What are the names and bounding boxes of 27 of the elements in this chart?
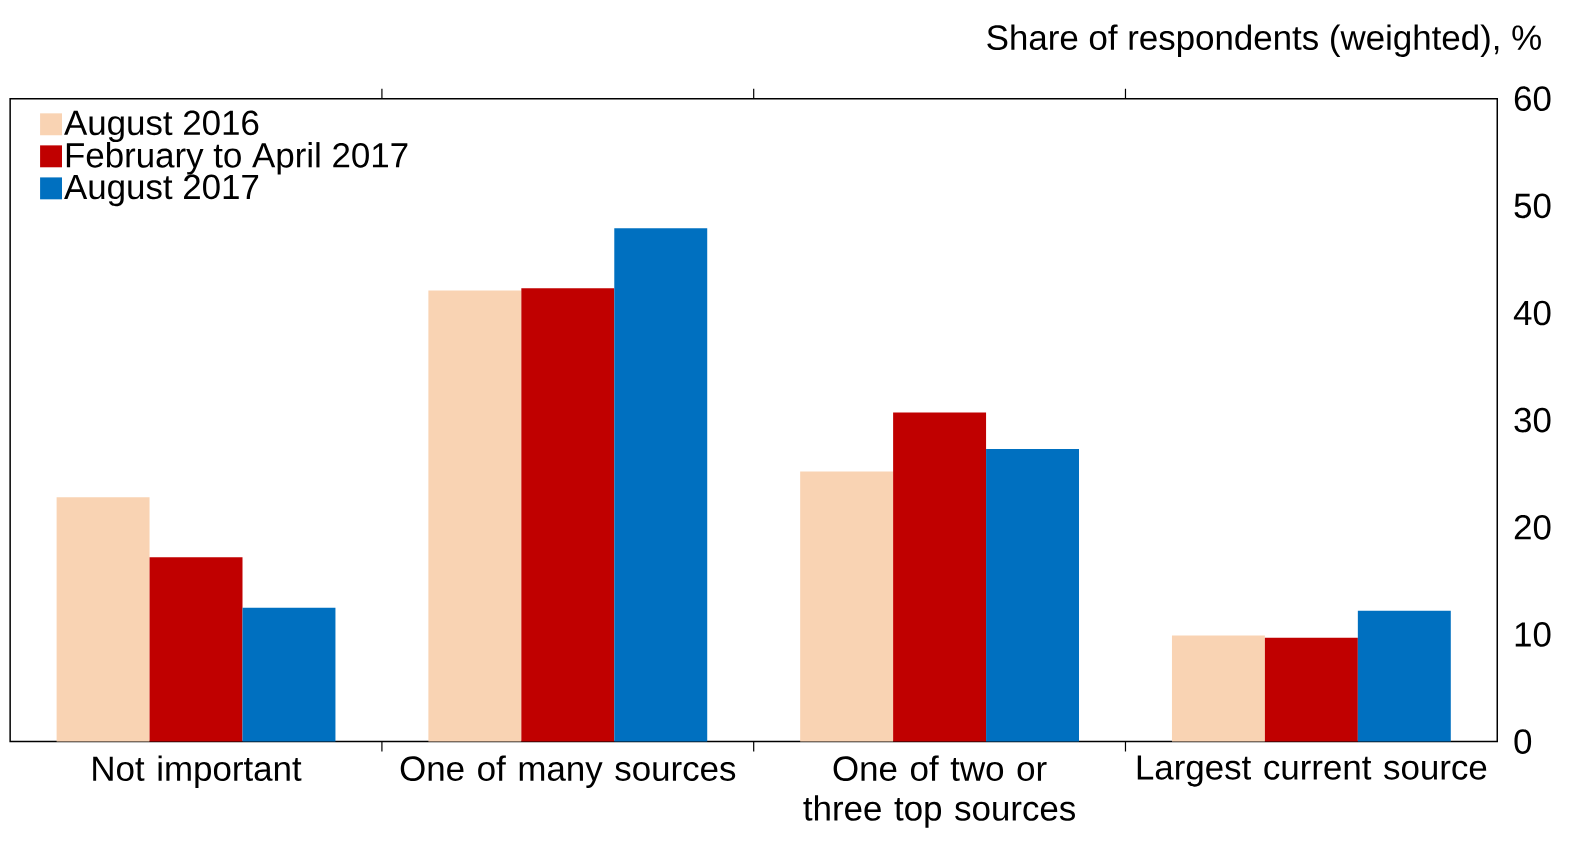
y-axis-title: Share of respondents (weighted), % <box>987 24 1541 57</box>
bar <box>800 471 894 742</box>
bar <box>56 497 150 742</box>
bar <box>521 288 615 742</box>
x-tick-label: One of many sources <box>400 755 736 788</box>
bar <box>1357 610 1451 742</box>
bar <box>614 228 708 742</box>
y-tick-label: 50 <box>1514 193 1551 219</box>
y-tick-label: 10 <box>1515 621 1551 647</box>
x-tick-label: Not important <box>93 755 302 788</box>
bar <box>1171 635 1265 742</box>
bar <box>893 412 987 742</box>
legend-label: August 2016 <box>64 110 259 143</box>
x-tick-label: One of two or three top sources <box>803 755 1075 828</box>
y-tick-label: 40 <box>1513 300 1551 326</box>
bar <box>1264 637 1358 742</box>
y-tick-label: 20 <box>1514 514 1551 540</box>
bar <box>428 290 522 742</box>
x-tick-label: Largest current source <box>1137 755 1487 787</box>
y-tick-label: 60 <box>1514 86 1551 111</box>
bar <box>149 557 243 742</box>
legend-label: February to April 2017 <box>66 141 408 175</box>
legend-label: August 2017 <box>64 174 259 207</box>
bar <box>242 607 336 742</box>
y-tick-label: 0 <box>1514 729 1532 754</box>
y-tick-label: 30 <box>1514 407 1551 433</box>
bar <box>986 448 1080 742</box>
